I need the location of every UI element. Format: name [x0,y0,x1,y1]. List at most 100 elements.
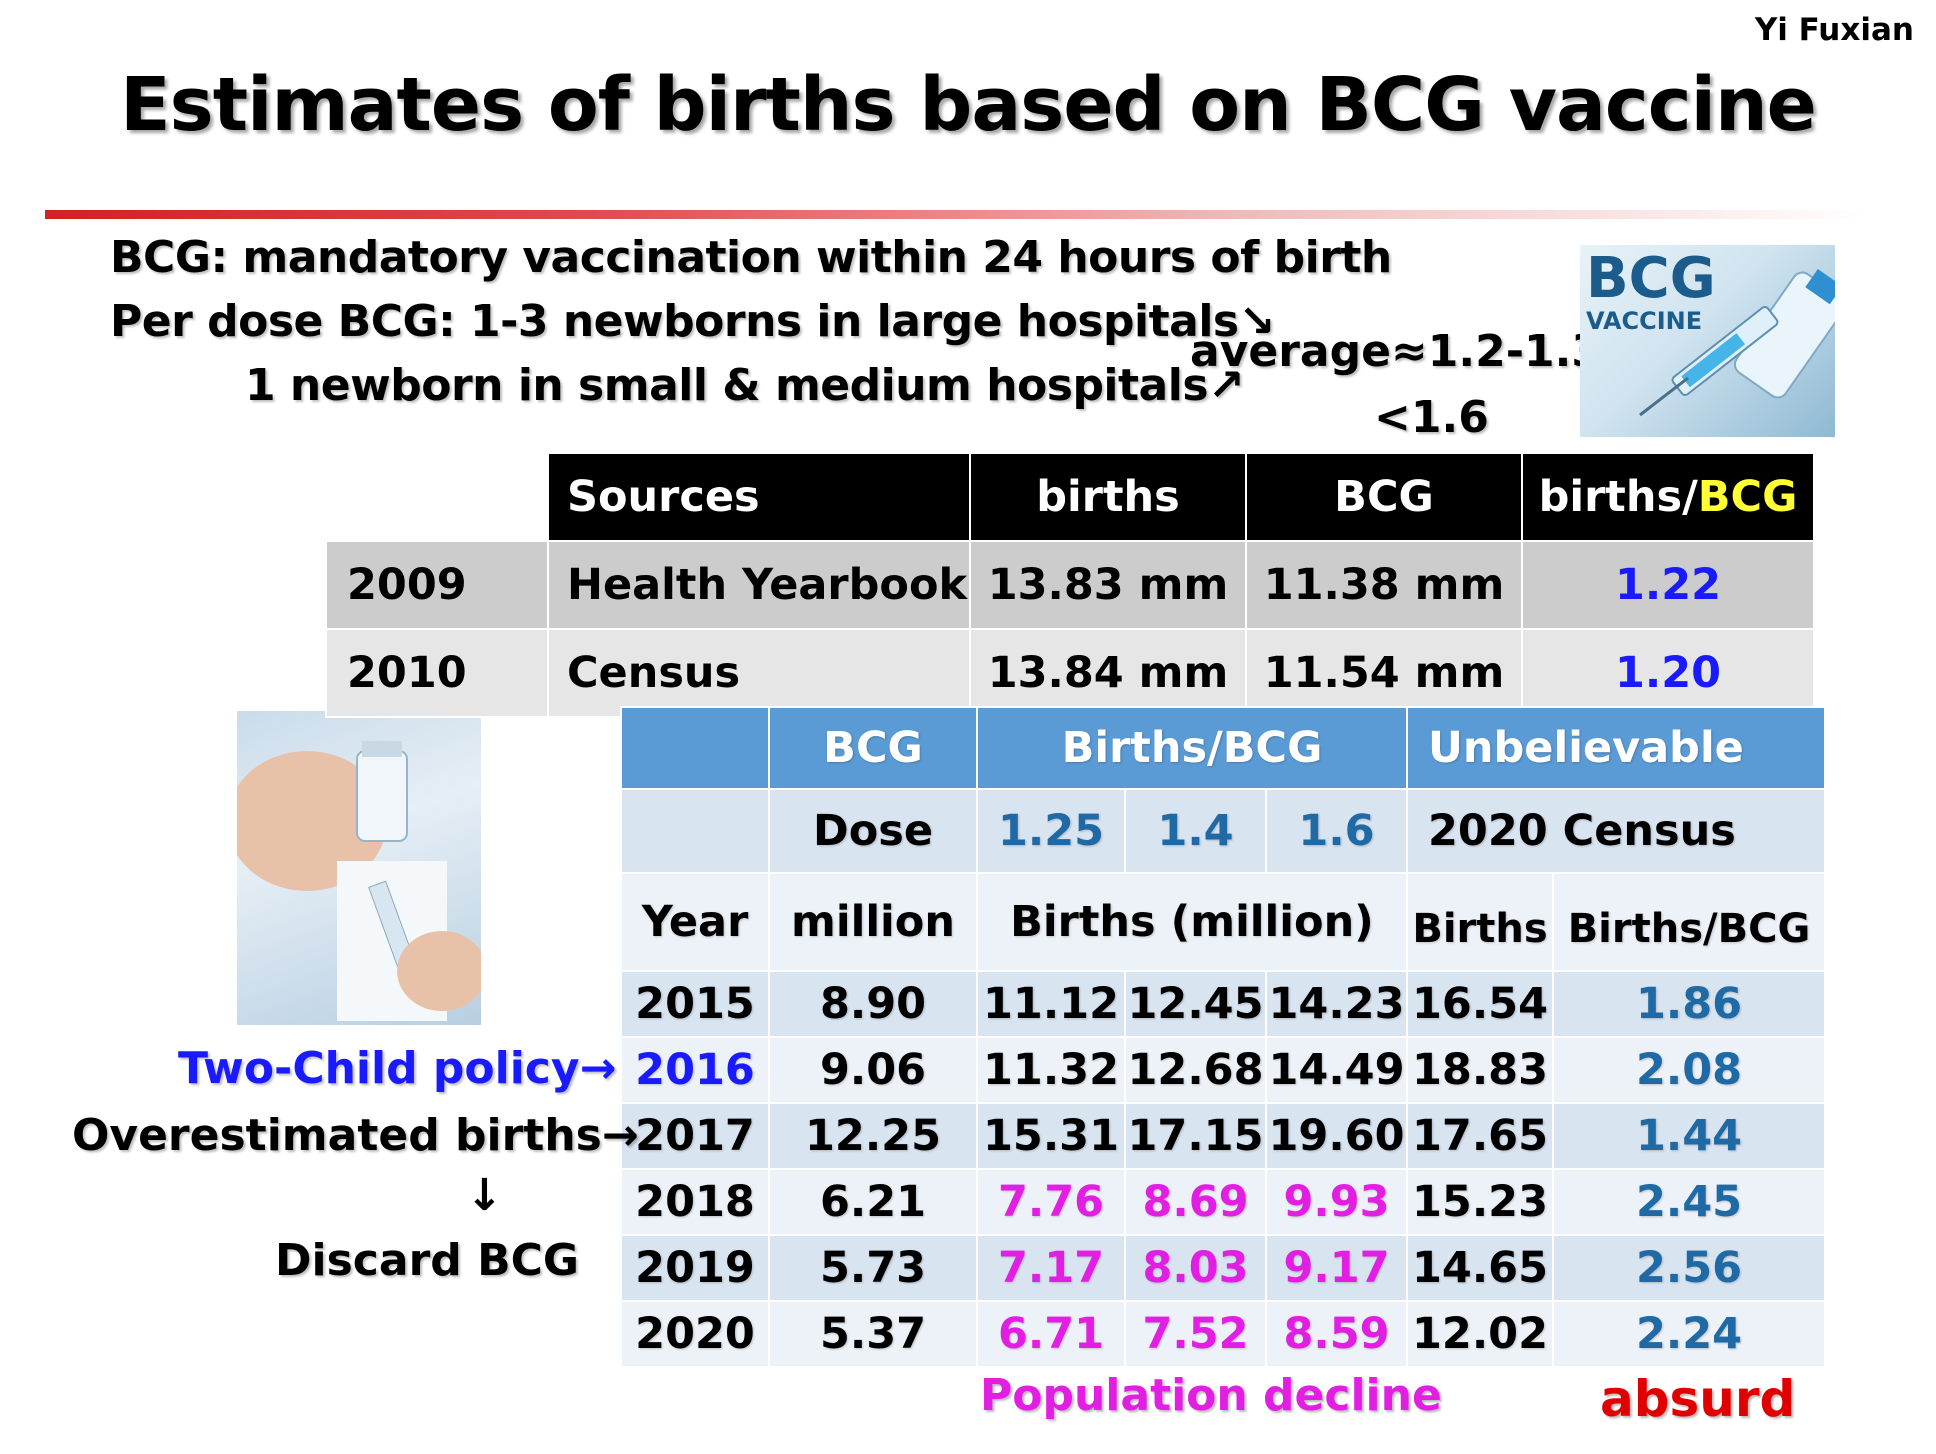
table-row: 2015 8.90 11.12 12.45 14.23 16.54 1.86 [620,970,1826,1038]
table-row: 2009 Health Yearbook 13.83 mm 11.38 mm 1… [325,540,1815,630]
year-cell: 2019 [620,1234,770,1302]
census-births-cell: 12.02 [1406,1300,1554,1368]
census-ratio-cell: 2.45 [1552,1168,1826,1236]
births-cell: 13.84 mm [969,628,1247,718]
header-bcg-part: BCG [1697,472,1798,522]
header-ratio-1-4: 1.4 [1124,788,1267,874]
births-1-6-cell: 8.59 [1265,1300,1408,1368]
source-table: Sources births BCG births/BCG 2009 Healt… [325,452,1815,718]
bcg-cell: 12.25 [768,1102,978,1170]
header-births: births [969,452,1247,542]
births-1-4-cell: 12.68 [1124,1036,1267,1104]
page-title: Estimates of births based on BCG vaccine [120,62,1817,148]
hand-syringe-icon [237,741,481,1021]
year-cell: 2010 [325,628,549,718]
census-ratio-cell: 2.08 [1552,1036,1826,1104]
limit-note: <1.6 [1374,392,1489,443]
bcg-cell: 11.38 mm [1245,540,1523,630]
header-ratio-1-25: 1.25 [976,788,1126,874]
title-divider [45,210,1865,219]
births-1-25-cell: 15.31 [976,1102,1126,1170]
table-row: 2020 5.37 6.71 7.52 8.59 12.02 2.24 [620,1300,1826,1368]
births-1-6-cell: 9.17 [1265,1234,1408,1302]
bcg-cell: 11.54 mm [1245,628,1523,718]
year-cell: 2017 [620,1102,770,1170]
births-1-4-cell: 8.69 [1124,1168,1267,1236]
births-1-6-cell: 14.49 [1265,1036,1408,1104]
year-cell: 2020 [620,1300,770,1368]
births-1-25-cell: 6.71 [976,1300,1126,1368]
header-bcg: BCG [1245,452,1523,542]
births-1-25-cell: 11.32 [976,1036,1126,1104]
births-1-6-cell: 19.60 [1265,1102,1408,1170]
author-name: Yi Fuxian [1754,12,1914,48]
ratio-cell: 1.20 [1521,628,1815,718]
discard-bcg-note: Discard BCG [275,1235,580,1286]
syringe-icon [1639,269,1835,417]
header-census-ratio: Births/BCG [1552,872,1826,972]
estimates-header-row-1: BCG Births/BCG Unbelievable [620,706,1826,790]
header-million: million [768,872,978,972]
census-births-cell: 17.65 [1406,1102,1554,1170]
average-note: average≈1.2-1.3 [1190,326,1602,377]
table-row: 2016 9.06 11.32 12.68 14.49 18.83 2.08 [620,1036,1826,1104]
header-blank [325,452,549,542]
intro-line-3: 1 newborn in small & medium hospitals↗ [245,360,1245,411]
vaccine-image-text-bcg: BCG [1586,246,1716,311]
bcg-cell: 9.06 [768,1036,978,1104]
header-bcg: BCG [768,706,978,790]
table-row: 2017 12.25 15.31 17.15 19.60 17.65 1.44 [620,1102,1826,1170]
ratio-cell: 1.22 [1521,540,1815,630]
header-census-births: Births [1406,872,1554,972]
estimates-table: BCG Births/BCG Unbelievable Dose 1.25 1.… [620,706,1826,1368]
census-births-cell: 15.23 [1406,1168,1554,1236]
census-births-cell: 16.54 [1406,970,1554,1038]
bcg-cell: 8.90 [768,970,978,1038]
header-births-per-bcg: Births/BCG [976,706,1408,790]
intro-line-2: Per dose BCG: 1-3 newborns in large hosp… [110,296,1275,347]
header-unbelievable: Unbelievable [1406,706,1826,790]
header-2020-census: 2020 Census [1406,788,1826,874]
year-cell: 2009 [325,540,549,630]
source-cell: Health Yearbook [547,540,971,630]
census-births-cell: 18.83 [1406,1036,1554,1104]
census-ratio-cell: 2.56 [1552,1234,1826,1302]
census-ratio-cell: 1.44 [1552,1102,1826,1170]
births-1-4-cell: 17.15 [1124,1102,1267,1170]
header-dose: Dose [768,788,978,874]
overestimated-births-note: Overestimated births→ [72,1110,639,1161]
table-row: 2018 6.21 7.76 8.69 9.93 15.23 2.45 [620,1168,1826,1236]
header-year: Year [620,872,770,972]
bcg-cell: 5.37 [768,1300,978,1368]
header-blank [620,788,770,874]
table-row: 2010 Census 13.84 mm 11.54 mm 1.20 [325,628,1815,718]
header-sources: Sources [547,452,971,542]
census-ratio-cell: 2.24 [1552,1300,1826,1368]
births-1-4-cell: 7.52 [1124,1300,1267,1368]
header-births-million: Births (million) [976,872,1408,972]
estimates-header-row-3: Year million Births (million) Births Bir… [620,872,1826,972]
bcg-cell: 5.73 [768,1234,978,1302]
vaccine-image-text-vaccine: VACCINE [1586,307,1703,335]
header-births-per-bcg: births/BCG [1521,452,1815,542]
hand-syringe-image [237,711,481,1025]
census-ratio-cell: 1.86 [1552,970,1826,1038]
births-1-6-cell: 9.93 [1265,1168,1408,1236]
population-decline-note: Population decline [980,1370,1442,1421]
header-ratio-1-6: 1.6 [1265,788,1408,874]
header-births-per: births/ [1538,472,1698,522]
table-row: 2019 5.73 7.17 8.03 9.17 14.65 2.56 [620,1234,1826,1302]
intro-line-1: BCG: mandatory vaccination within 24 hou… [110,232,1392,283]
source-cell: Census [547,628,971,718]
year-cell: 2015 [620,970,770,1038]
header-blank [620,706,770,790]
absurd-note: absurd [1600,1370,1796,1428]
births-1-4-cell: 8.03 [1124,1234,1267,1302]
down-arrow-icon: ↓ [466,1170,503,1221]
births-cell: 13.83 mm [969,540,1247,630]
births-1-25-cell: 11.12 [976,970,1126,1038]
bcg-vaccine-image: BCG VACCINE [1580,245,1835,437]
births-1-25-cell: 7.76 [976,1168,1126,1236]
year-cell: 2018 [620,1168,770,1236]
year-cell: 2016 [620,1036,770,1104]
